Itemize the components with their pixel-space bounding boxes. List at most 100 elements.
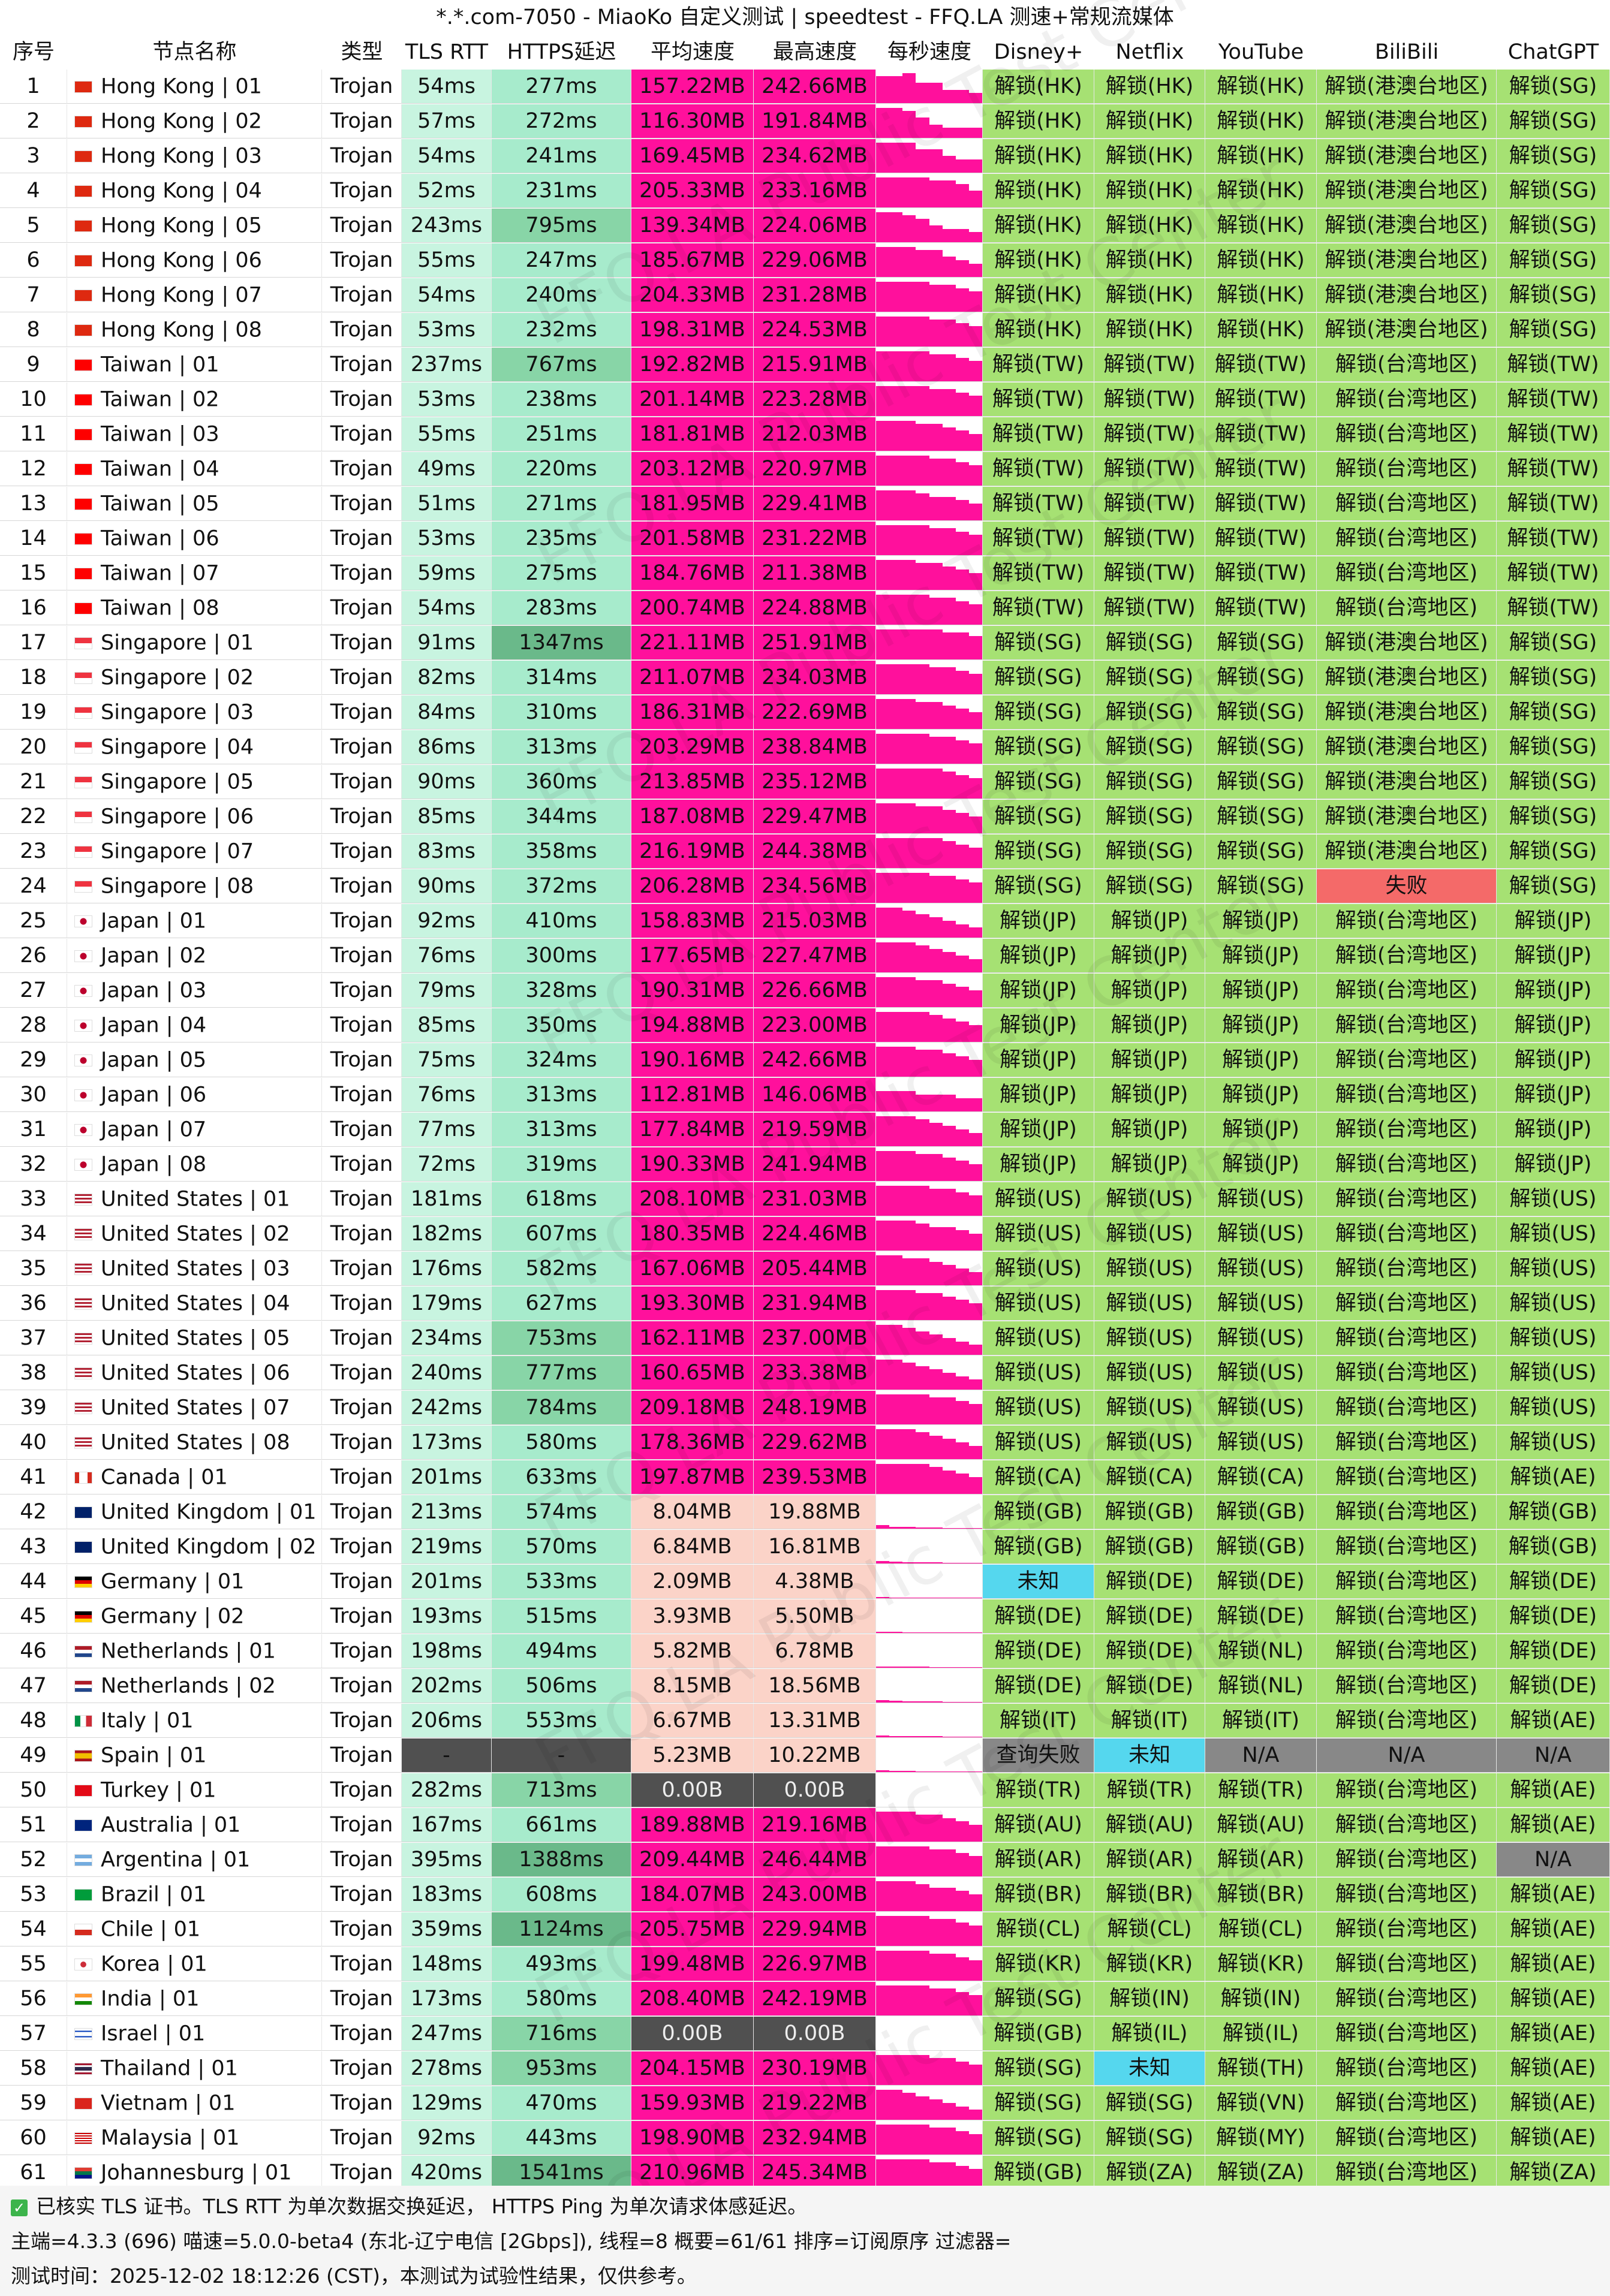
- youtube-cell: 解锁(JP): [1205, 974, 1317, 1008]
- table-row[interactable]: 45 Germany | 02 Trojan 193ms 515ms 3.93MB 5.50…: [0, 1599, 1610, 1634]
- node-name: Johannesburg | 01: [101, 2161, 292, 2185]
- table-row[interactable]: 24 Singapore | 08 Trojan 90ms 372ms 206.28MB 2…: [0, 869, 1610, 904]
- speed-bar: [916, 768, 929, 799]
- table-row[interactable]: 28 Japan | 04 Trojan 85ms 350ms 194.88MB 223.0…: [0, 1008, 1610, 1043]
- table-row[interactable]: 27 Japan | 03 Trojan 79ms 328ms 190.31MB 226.6…: [0, 974, 1610, 1008]
- speed-bar: [968, 1632, 982, 1633]
- table-row[interactable]: 50 Turkey | 01 Trojan 282ms 713ms 0.00B 0.00B 解…: [0, 1773, 1610, 1808]
- speed-bar: [942, 1439, 956, 1459]
- table-row[interactable]: 42 United Kingdom | 01 Trojan 213ms 574ms 8.0…: [0, 1495, 1610, 1530]
- column-header-rtt[interactable]: TLS RTT: [405, 40, 489, 64]
- youtube-cell: 解锁(TW): [1205, 487, 1317, 521]
- table-row[interactable]: 10 Taiwan | 02 Trojan 53ms 238ms 201.14MB 223.…: [0, 382, 1610, 417]
- check-icon: ✓: [11, 2199, 28, 2216]
- column-header-avg[interactable]: 平均速度: [650, 40, 735, 64]
- table-row[interactable]: 55 Korea | 01 Trojan 148ms 493ms 199.48MB 226.…: [0, 1947, 1610, 1982]
- table-row[interactable]: 46 Netherlands | 01 Trojan 198ms 494ms 5.82MB…: [0, 1634, 1610, 1669]
- column-header-bili[interactable]: BiliBili: [1374, 40, 1439, 64]
- table-row[interactable]: 1 Hong Kong | 01 Trojan 54ms 277ms 157.22MB 24…: [0, 70, 1610, 104]
- table-row[interactable]: 29 Japan | 05 Trojan 75ms 324ms 190.16MB 242.6…: [0, 1043, 1610, 1078]
- table-row[interactable]: 30 Japan | 06 Trojan 76ms 313ms 112.81MB 146.0…: [0, 1078, 1610, 1113]
- gpt-cell: 解锁(SG): [1497, 834, 1610, 869]
- table-row[interactable]: 9 Taiwan | 01 Trojan 237ms 767ms 192.82MB 215.…: [0, 348, 1610, 382]
- speed-bar: [968, 2065, 982, 2085]
- table-row[interactable]: 13 Taiwan | 05 Trojan 51ms 271ms 181.95MB 229.…: [0, 487, 1610, 522]
- column-header-max[interactable]: 最高速度: [772, 40, 857, 64]
- avg-cell: 201.58MB: [631, 522, 754, 556]
- avg-cell: 200.74MB: [631, 591, 754, 625]
- column-header-disney[interactable]: Disney+: [994, 40, 1084, 64]
- table-row[interactable]: 59 Vietnam | 01 Trojan 129ms 470ms 159.93MB 21…: [0, 2086, 1610, 2121]
- table-row[interactable]: 43 United Kingdom | 02 Trojan 219ms 570ms 6.8…: [0, 1530, 1610, 1565]
- column-header-name[interactable]: 节点名称: [152, 40, 237, 64]
- table-row[interactable]: 38 United States | 06 Trojan 240ms 777ms 160.…: [0, 1356, 1610, 1391]
- table-row[interactable]: 56 India | 01 Trojan 173ms 580ms 208.40MB 242.…: [0, 1982, 1610, 2017]
- table-row[interactable]: 36 United States | 04 Trojan 179ms 627ms 193.…: [0, 1286, 1610, 1321]
- table-row[interactable]: 7 Hong Kong | 07 Trojan 54ms 240ms 204.33MB 23…: [0, 278, 1610, 313]
- table-row[interactable]: 61 Johannesburg | 01 Trojan 420ms 1541ms 210.…: [0, 2156, 1610, 2190]
- table-row[interactable]: 53 Brazil | 01 Trojan 183ms 608ms 184.07MB 243…: [0, 1878, 1610, 1912]
- table-row[interactable]: 37 United States | 05 Trojan 234ms 753ms 162.…: [0, 1321, 1610, 1356]
- table-row[interactable]: 33 United States | 01 Trojan 181ms 618ms 208.…: [0, 1182, 1610, 1217]
- table-row[interactable]: 25 Japan | 01 Trojan 92ms 410ms 158.83MB 215.0…: [0, 904, 1610, 939]
- speed-bar: [916, 594, 929, 625]
- table-row[interactable]: 15 Taiwan | 07 Trojan 59ms 275ms 184.76MB 211.…: [0, 556, 1610, 591]
- type-cell: Trojan: [322, 278, 402, 312]
- table-row[interactable]: 21 Singapore | 05 Trojan 90ms 360ms 213.85MB 2…: [0, 765, 1610, 800]
- table-row[interactable]: 52 Argentina | 01 Trojan 395ms 1388ms 209.44M…: [0, 1843, 1610, 1878]
- table-row[interactable]: 14 Taiwan | 06 Trojan 53ms 235ms 201.58MB 231.…: [0, 522, 1610, 556]
- table-row[interactable]: 22 Singapore | 06 Trojan 85ms 344ms 187.08MB 2…: [0, 800, 1610, 834]
- youtube-cell: 解锁(SG): [1205, 800, 1317, 834]
- table-row[interactable]: 41 Canada | 01 Trojan 201ms 633ms 197.87MB 239…: [0, 1460, 1610, 1495]
- table-row[interactable]: 2 Hong Kong | 02 Trojan 57ms 272ms 116.30MB 19…: [0, 104, 1610, 139]
- table-row[interactable]: 40 United States | 08 Trojan 173ms 580ms 178.…: [0, 1426, 1610, 1460]
- type-cell: Trojan: [322, 1321, 402, 1355]
- table-row[interactable]: 26 Japan | 02 Trojan 76ms 300ms 177.65MB 227.4…: [0, 939, 1610, 974]
- table-row[interactable]: 60 Malaysia | 01 Trojan 92ms 443ms 198.90MB 23…: [0, 2121, 1610, 2156]
- table-row[interactable]: 54 Chile | 01 Trojan 359ms 1124ms 205.75MB 229…: [0, 1912, 1610, 1947]
- speed-bar: [902, 420, 916, 451]
- table-row[interactable]: 17 Singapore | 01 Trojan 91ms 1347ms 221.11MB…: [0, 626, 1610, 661]
- column-header-bars[interactable]: 每秒速度: [887, 40, 971, 64]
- table-row[interactable]: 20 Singapore | 04 Trojan 86ms 313ms 203.29MB 2…: [0, 730, 1610, 765]
- speed-bar: [889, 2159, 903, 2189]
- table-row[interactable]: 8 Hong Kong | 08 Trojan 53ms 232ms 198.31MB 22…: [0, 313, 1610, 348]
- bili-cell: 解锁(台湾地区): [1317, 1947, 1497, 1981]
- netflix-cell: 解锁(IT): [1094, 1704, 1205, 1738]
- column-header-type[interactable]: 类型: [341, 40, 383, 64]
- node-name-cell: Singapore | 03: [67, 695, 322, 730]
- table-row[interactable]: 4 Hong Kong | 04 Trojan 52ms 231ms 205.33MB 23…: [0, 174, 1610, 209]
- table-row[interactable]: 39 United States | 07 Trojan 242ms 784ms 209.…: [0, 1391, 1610, 1426]
- table-row[interactable]: 51 Australia | 01 Trojan 167ms 661ms 189.88MB…: [0, 1808, 1610, 1843]
- type-cell: Trojan: [322, 209, 402, 243]
- table-row[interactable]: 11 Taiwan | 03 Trojan 55ms 251ms 181.81MB 212.…: [0, 417, 1610, 452]
- table-row[interactable]: 18 Singapore | 02 Trojan 82ms 314ms 211.07MB 2…: [0, 661, 1610, 695]
- no-cell: 27: [0, 974, 67, 1008]
- table-row[interactable]: 6 Hong Kong | 06 Trojan 55ms 247ms 185.67MB 22…: [0, 243, 1610, 278]
- table-row[interactable]: 19 Singapore | 03 Trojan 84ms 310ms 186.31MB 2…: [0, 695, 1610, 730]
- table-row[interactable]: 31 Japan | 07 Trojan 77ms 313ms 177.84MB 219.5…: [0, 1113, 1610, 1147]
- table-row[interactable]: 16 Taiwan | 08 Trojan 54ms 283ms 200.74MB 224.…: [0, 591, 1610, 626]
- table-row[interactable]: 23 Singapore | 07 Trojan 83ms 358ms 216.19MB 2…: [0, 834, 1610, 869]
- netflix-cell: 解锁(DE): [1094, 1565, 1205, 1599]
- column-header-youtube[interactable]: YouTube: [1218, 40, 1304, 64]
- speed-bar: [902, 1289, 916, 1320]
- table-row[interactable]: 32 Japan | 08 Trojan 72ms 319ms 190.33MB 241.9…: [0, 1147, 1610, 1182]
- table-row[interactable]: 44 Germany | 01 Trojan 201ms 533ms 2.09MB 4.38…: [0, 1565, 1610, 1599]
- table-row[interactable]: 12 Taiwan | 04 Trojan 49ms 220ms 203.12MB 220.…: [0, 452, 1610, 487]
- column-header-no[interactable]: 序号: [12, 40, 55, 64]
- column-header-gpt[interactable]: ChatGPT: [1507, 40, 1599, 64]
- table-row[interactable]: 35 United States | 03 Trojan 176ms 582ms 167.…: [0, 1252, 1610, 1286]
- table-row[interactable]: 3 Hong Kong | 03 Trojan 54ms 241ms 169.45MB 23…: [0, 139, 1610, 174]
- table-row[interactable]: 49 Spain | 01 Trojan - -5.23MB 10.22MB 查询失败 未知 N…: [0, 1738, 1610, 1773]
- table-row[interactable]: 34 United States | 02 Trojan 182ms 607ms 180.…: [0, 1217, 1610, 1252]
- table-row[interactable]: 58 Thailand | 01 Trojan 278ms 953ms 204.15MB 2…: [0, 2051, 1610, 2086]
- netflix-cell: 解锁(TW): [1094, 591, 1205, 625]
- table-row[interactable]: 5 Hong Kong | 05 Trojan 243ms 795ms 139.34MB 2…: [0, 209, 1610, 243]
- table-row[interactable]: 48 Italy | 01 Trojan 206ms 553ms 6.67MB 13.31M…: [0, 1704, 1610, 1738]
- column-header-netflix[interactable]: Netflix: [1115, 40, 1184, 64]
- column-header-https[interactable]: HTTPS延迟: [507, 40, 616, 64]
- table-row[interactable]: 47 Netherlands | 02 Trojan 202ms 506ms 8.15MB…: [0, 1669, 1610, 1704]
- max-cell: 0.00B: [754, 2017, 876, 2051]
- table-row[interactable]: 57 Israel | 01 Trojan 247ms 716ms 0.00B 0.00B 解…: [0, 2017, 1610, 2051]
